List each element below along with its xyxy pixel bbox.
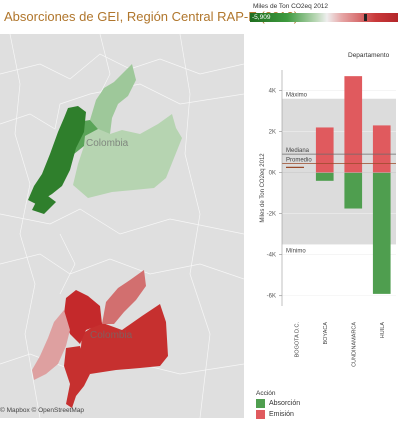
bar-absorcion[interactable] (344, 172, 363, 209)
legend-swatch-absorcion (256, 399, 265, 408)
reference-label: Mínimo (286, 248, 306, 254)
y-tick-label: 4K (269, 89, 276, 95)
y-tick-label: 0K (269, 171, 276, 177)
y-tick-label: -4K (267, 253, 276, 259)
legend-swatch-emision (256, 410, 265, 419)
legend-item-absorcion[interactable]: Absorción (256, 399, 300, 408)
map-label-bottom: Colombia (90, 330, 133, 341)
bar-absorcion[interactable] (372, 172, 391, 294)
region-bottom-east[interactable] (80, 304, 168, 374)
region-bottom-north[interactable] (102, 270, 146, 324)
map-panel[interactable]: Colombia Colombia (0, 34, 244, 418)
legend-item-emision[interactable]: Emisión (256, 410, 300, 419)
region-top-north[interactable] (90, 64, 136, 134)
boundary-lines (0, 34, 244, 418)
region-top-west[interactable] (28, 106, 86, 204)
region-bottom-mid[interactable] (64, 290, 102, 344)
y-axis-label: Miles de Ton CO2eq 2012 (260, 153, 266, 223)
legend-label-absorcion: Absorción (269, 400, 301, 407)
chart-title: Departamento (348, 52, 390, 59)
y-tick-label: -6K (267, 294, 276, 300)
map-attribution[interactable]: © Mapbox © OpenStreetMap (0, 407, 85, 414)
region-bottom-south[interactable] (64, 346, 90, 408)
accion-legend: Acción Absorción Emisión (256, 390, 300, 419)
map-label-top: Colombia (86, 138, 129, 149)
color-legend-label: Miles de Ton CO2eq 2012 (253, 3, 329, 10)
color-legend-marker (364, 14, 367, 21)
reference-label: Máximo (286, 93, 308, 99)
color-legend: Miles de Ton CO2eq 2012 -5,909 (250, 2, 400, 32)
region-top-southwest[interactable] (32, 196, 56, 214)
bar-chart: Departamento 4K 2K 0K -2K -4K -6K BOGOTA D.C. B… (244, 34, 400, 424)
region-top-east[interactable] (73, 114, 182, 198)
bar-absorcion[interactable] (315, 172, 334, 181)
color-legend-gradient[interactable] (250, 13, 398, 22)
x-tick-label: BOYACA (323, 322, 329, 345)
legend-label-emision: Emisión (269, 411, 294, 418)
y-tick-label: -2K (267, 212, 276, 218)
x-tick-label: CUNDINAMARCA (351, 322, 357, 367)
map-svg (0, 34, 244, 418)
x-tick-label: BOGOTA D.C. (294, 322, 300, 358)
chart-svg: 4K 2K 0K -2K -4K -6K BOGOTA D.C. BOYACA CUNDINAM… (260, 70, 396, 367)
x-tick-label: HUILA (380, 322, 386, 339)
bar-emision[interactable] (315, 127, 334, 173)
region-bottom-west[interactable] (32, 310, 70, 380)
y-tick-label: 2K (269, 130, 276, 136)
bar-emision[interactable] (372, 125, 391, 173)
color-legend-min: -5,909 (252, 14, 271, 21)
bar-emision[interactable] (344, 76, 363, 173)
reference-label: Mediana (286, 148, 310, 154)
reference-label: Promedio (286, 157, 312, 163)
accion-legend-title: Acción (256, 390, 276, 397)
page-title: Absorciones de GEI, Región Central RAP-E… (4, 9, 299, 24)
